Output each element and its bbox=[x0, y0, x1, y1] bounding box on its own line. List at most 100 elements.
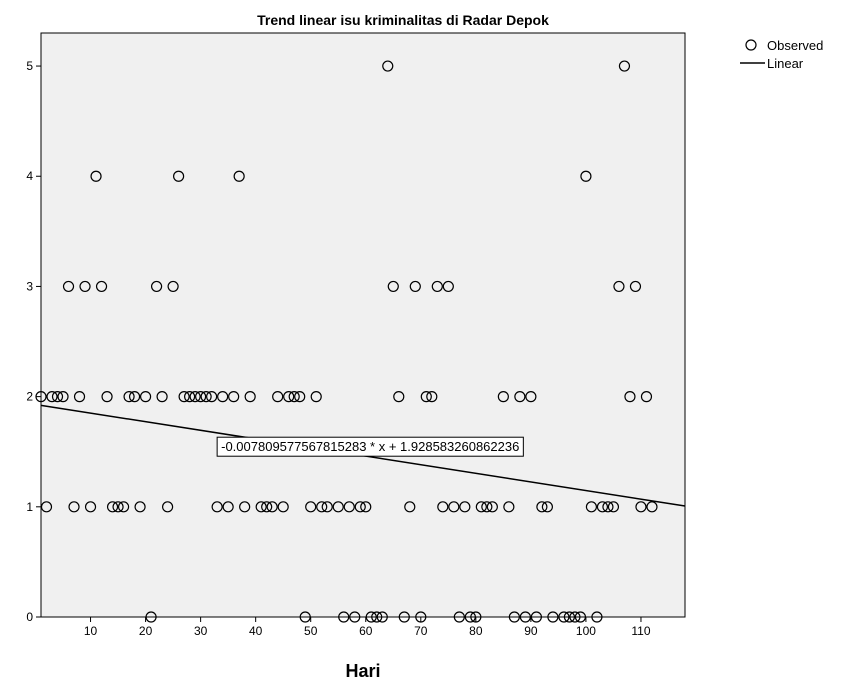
observed-point bbox=[57, 391, 69, 403]
observed-point bbox=[73, 391, 86, 403]
observed-point bbox=[613, 280, 625, 293]
observed-point bbox=[591, 611, 603, 623]
observed-point bbox=[624, 391, 636, 403]
x-tick-label: 20 bbox=[139, 624, 153, 638]
observed-point bbox=[145, 611, 157, 623]
y-tick-label: 3 bbox=[26, 279, 33, 293]
observed-point bbox=[134, 501, 146, 513]
observed-point bbox=[420, 391, 432, 403]
observed-point bbox=[68, 501, 80, 513]
observed-point bbox=[211, 501, 223, 513]
observed-point bbox=[431, 280, 443, 293]
observed-point bbox=[448, 501, 460, 513]
x-tick-label: 40 bbox=[249, 624, 263, 638]
observed-point bbox=[563, 611, 576, 623]
observed-point bbox=[629, 280, 642, 293]
observed-point bbox=[514, 391, 526, 403]
observed-point bbox=[464, 611, 476, 623]
observed-point bbox=[525, 391, 537, 403]
observed-point bbox=[277, 501, 289, 513]
observed-point bbox=[508, 611, 520, 623]
observed-point bbox=[206, 391, 218, 403]
observed-point bbox=[481, 501, 493, 513]
observed-point bbox=[244, 391, 256, 403]
trend-equation-annotation: -0.007809577567815283 * x + 1.9285832608… bbox=[216, 436, 524, 457]
observed-point bbox=[442, 280, 454, 293]
observed-point bbox=[475, 501, 487, 513]
observed-point bbox=[178, 391, 190, 403]
legend-observed-label: Observed bbox=[767, 38, 823, 53]
legend: Observed Linear bbox=[740, 38, 823, 71]
equation-box bbox=[216, 436, 524, 457]
legend-linear-label: Linear bbox=[767, 56, 804, 71]
observed-point bbox=[371, 611, 383, 623]
observed-point bbox=[167, 280, 179, 293]
x-tick-label: 30 bbox=[194, 624, 208, 638]
observed-point bbox=[195, 391, 207, 403]
observed-point bbox=[332, 501, 344, 513]
observed-point bbox=[580, 170, 592, 182]
x-tick-label: 60 bbox=[359, 624, 373, 638]
chart-title: Trend linear isu kriminalitas di Radar D… bbox=[257, 12, 549, 28]
plot-background bbox=[40, 32, 686, 618]
observed-point bbox=[437, 501, 449, 513]
observed-point bbox=[503, 501, 515, 513]
observed-point bbox=[62, 280, 75, 293]
observed-point bbox=[536, 501, 548, 513]
observed-point bbox=[150, 280, 163, 293]
observed-point bbox=[106, 501, 119, 513]
x-tick-label: 90 bbox=[524, 624, 538, 638]
observed-point bbox=[288, 391, 300, 403]
observed-point bbox=[640, 391, 653, 403]
observed-point bbox=[530, 611, 542, 623]
observed-point bbox=[382, 60, 394, 72]
observed-point bbox=[117, 501, 130, 513]
observed-point bbox=[90, 170, 102, 182]
observed-point bbox=[261, 501, 273, 513]
observed-point bbox=[233, 170, 245, 182]
x-tick-label: 80 bbox=[469, 624, 483, 638]
observed-point bbox=[497, 391, 509, 403]
observed-point bbox=[409, 280, 421, 293]
observed-point bbox=[541, 501, 553, 513]
observed-point bbox=[569, 611, 581, 623]
y-tick-label: 2 bbox=[26, 390, 33, 404]
observed-point bbox=[547, 611, 559, 623]
observed-point bbox=[404, 501, 416, 513]
observed-point bbox=[101, 391, 113, 403]
observed-point bbox=[393, 391, 405, 403]
y-tick-label: 1 bbox=[26, 500, 33, 514]
observed-point bbox=[239, 501, 251, 513]
observed-point bbox=[84, 501, 97, 513]
equation-text: -0.007809577567815283 * x + 1.9285832608… bbox=[221, 439, 519, 454]
observed-point bbox=[217, 391, 229, 403]
observed-point bbox=[426, 391, 438, 403]
observed-point bbox=[299, 611, 311, 623]
observed-point bbox=[123, 391, 135, 403]
observed-point bbox=[387, 280, 399, 293]
observed-point bbox=[79, 280, 91, 293]
observed-point bbox=[112, 501, 124, 513]
x-tick-label: 70 bbox=[414, 624, 428, 638]
observed-point bbox=[35, 391, 47, 403]
y-tick-label: 0 bbox=[26, 610, 33, 624]
observed-point bbox=[360, 501, 372, 513]
x-axis-title: Hari bbox=[345, 661, 380, 681]
observed-point bbox=[646, 501, 658, 513]
observed-point bbox=[376, 611, 388, 623]
observed-point bbox=[574, 611, 587, 623]
observed-point bbox=[459, 501, 471, 513]
observed-point bbox=[272, 391, 284, 403]
legend-observed-marker-icon bbox=[745, 39, 757, 51]
observed-point bbox=[266, 501, 278, 513]
observed-point bbox=[398, 611, 410, 623]
y-tick-label: 5 bbox=[26, 59, 33, 73]
observed-point bbox=[415, 611, 427, 623]
x-tick-label: 100 bbox=[576, 624, 596, 638]
observed-point bbox=[635, 501, 647, 513]
observed-point bbox=[40, 501, 53, 513]
observed-point bbox=[255, 501, 267, 513]
observed-point bbox=[321, 501, 333, 513]
observed-point bbox=[365, 611, 377, 623]
